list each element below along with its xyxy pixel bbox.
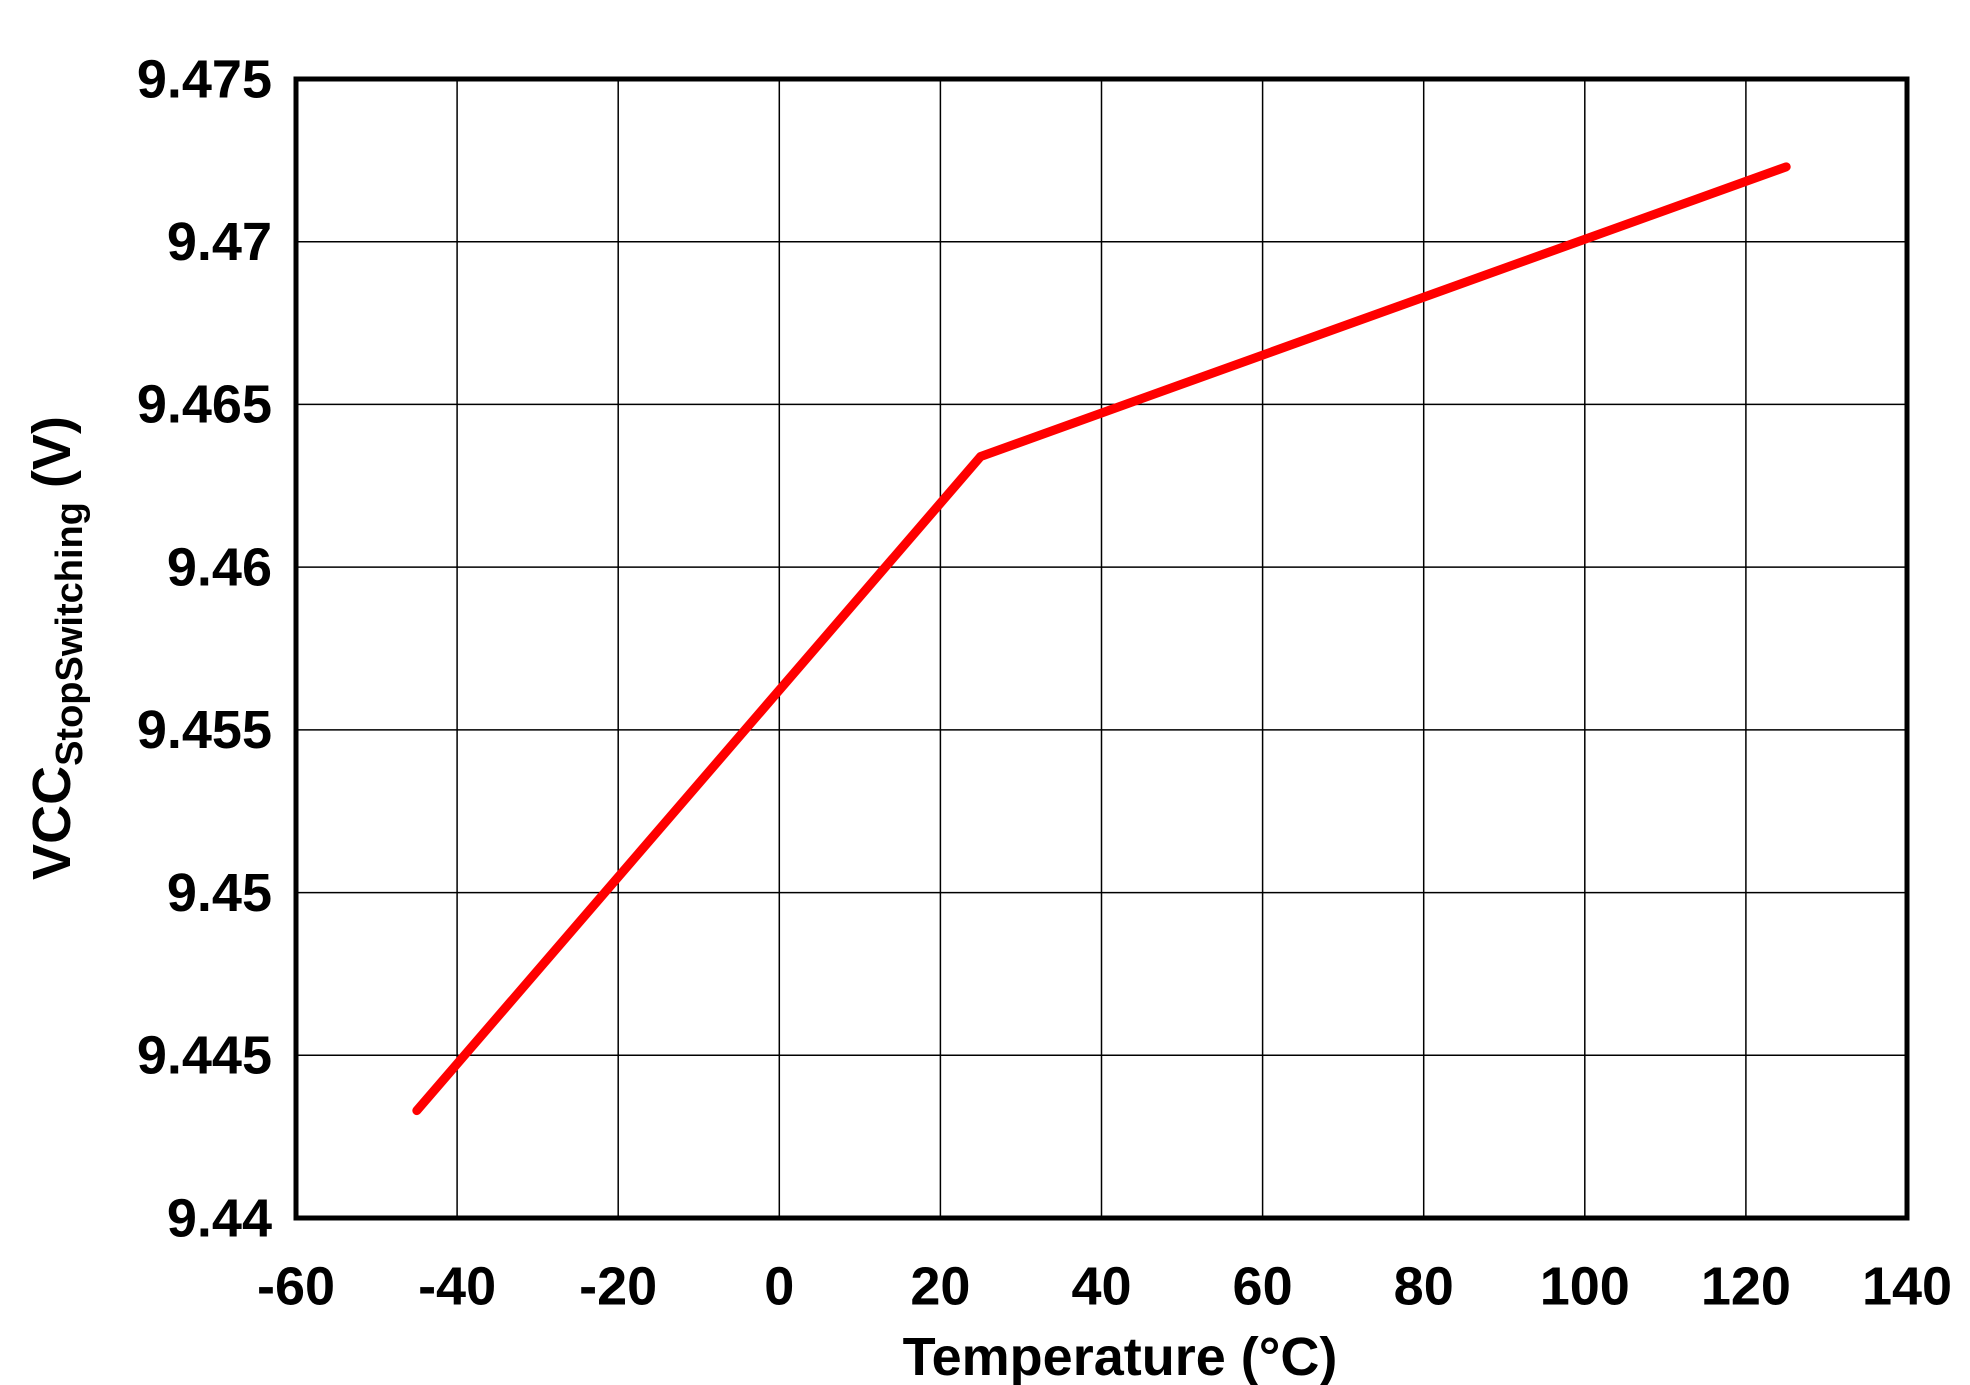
y-axis-title-unit: (V): [22, 416, 82, 488]
x-tick-label: 80: [1394, 1256, 1454, 1316]
y-tick-label: 9.47: [167, 212, 272, 272]
x-tick-label: 60: [1233, 1256, 1293, 1316]
y-tick-label: 9.46: [167, 537, 272, 597]
data-line: [412, 162, 1791, 1116]
x-tick-label: 100: [1540, 1256, 1630, 1316]
y-tick-label: 9.44: [167, 1188, 272, 1248]
x-axis-title: Temperature (°C): [903, 1327, 1338, 1385]
x-tick-label: 20: [910, 1256, 970, 1316]
plot-frame: [293, 76, 1910, 1221]
y-tick-label: 9.45: [167, 863, 272, 923]
y-tick-label: 9.465: [137, 375, 272, 435]
x-tick-label: -60: [257, 1256, 335, 1316]
y-axis-title: VCCStopSwitching (V): [22, 416, 91, 880]
x-tick-label: 140: [1862, 1256, 1952, 1316]
y-axis-title-main: VCC: [22, 766, 82, 880]
y-tick-label: 9.445: [137, 1026, 272, 1086]
x-tick-label: 0: [764, 1256, 794, 1316]
y-tick-label: 9.475: [137, 49, 272, 109]
y-axis-title-subscript: StopSwitching: [49, 502, 91, 766]
x-tick-label: 120: [1701, 1256, 1791, 1316]
x-tick-label: -40: [418, 1256, 496, 1316]
x-tick-label: -20: [579, 1256, 657, 1316]
x-tick-label: 40: [1071, 1256, 1131, 1316]
y-tick-label: 9.455: [137, 700, 272, 760]
